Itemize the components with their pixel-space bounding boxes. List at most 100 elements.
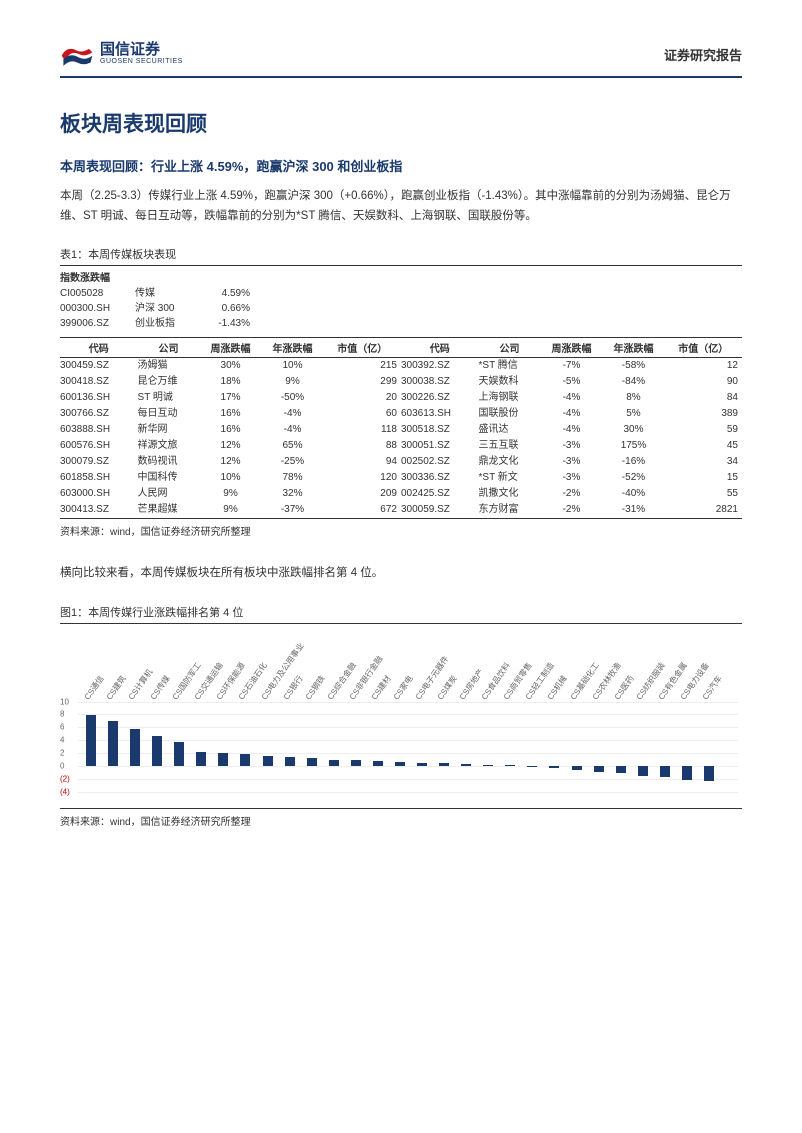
index-name: 沪深 300 (135, 301, 200, 316)
fig1-source: 资料来源：wind，国信证券经济研究所整理 (60, 813, 742, 828)
table-cell: *ST 腾信 (479, 358, 541, 375)
index-value: 0.66% (200, 301, 250, 316)
table-cell: 国联股份 (479, 406, 541, 422)
chart-bar (660, 766, 670, 778)
table-cell: 300459.SZ (60, 358, 138, 375)
table-cell: -16% (602, 454, 664, 470)
index-row: CI005028传媒4.59% (60, 286, 742, 301)
table-col-header: 市值（亿） (664, 338, 742, 358)
table-cell: -5% (541, 374, 603, 390)
table-cell: 16% (200, 422, 262, 438)
x-axis-label: CS通信 (82, 673, 107, 702)
table1-source: 资料来源：wind，国信证券经济研究所整理 (60, 523, 742, 538)
table-cell: 盛讯达 (479, 422, 541, 438)
y-axis-tick: 2 (60, 749, 64, 758)
table-col-header: 年涨跌幅 (602, 338, 664, 358)
table-cell: 118 (324, 422, 401, 438)
table-cell: 300766.SZ (60, 406, 138, 422)
logo-name-en: GUOSEN SECURITIES (100, 58, 183, 66)
table-cell: -40% (602, 486, 664, 502)
table-cell: 78% (262, 470, 324, 486)
chart-bar (439, 763, 449, 766)
table-cell: -7% (541, 358, 603, 375)
page-header: 国信证券 GUOSEN SECURITIES 证券研究报告 (60, 40, 742, 78)
table-cell: -31% (602, 502, 664, 519)
table-cell: -52% (602, 470, 664, 486)
table-cell: 20 (324, 390, 401, 406)
table-cell: -37% (262, 502, 324, 519)
table-cell: 300418.SZ (60, 374, 138, 390)
x-axis-label: CS钢铁 (303, 673, 328, 702)
table-cell: 601858.SH (60, 470, 138, 486)
table-cell: 5% (602, 406, 664, 422)
chart-bar (218, 753, 228, 766)
index-row: 000300.SH沪深 3000.66% (60, 301, 742, 316)
index-code: 399006.SZ (60, 316, 135, 331)
table-cell: -2% (541, 486, 603, 502)
y-axis-tick: 10 (60, 697, 69, 706)
chart-bar (704, 766, 714, 781)
table-cell: 12% (200, 454, 262, 470)
table-cell: 88 (324, 438, 401, 454)
table-row: 603888.SH新华网16%-4%118300518.SZ盛讯达-4%30%5… (60, 422, 742, 438)
table-cell: 芒果超媒 (138, 502, 200, 519)
chart-bar (152, 736, 162, 766)
table-cell: 002425.SZ (401, 486, 479, 502)
table-row: 300418.SZ昆仑万维18%9%299300038.SZ天娱数科-5%-84… (60, 374, 742, 390)
table-col-header: 市值（亿） (324, 338, 401, 358)
table-cell: 60 (324, 406, 401, 422)
table-cell: 12 (664, 358, 742, 375)
table-cell: 30% (602, 422, 664, 438)
x-axis-label: CS家电 (391, 673, 416, 702)
table-cell: ST 明诚 (138, 390, 200, 406)
page-title: 板块周表现回顾 (60, 108, 742, 138)
fig1-caption: 图1：本周传媒行业涨跌幅排名第 4 位 (60, 604, 742, 624)
table-row: 600136.SHST 明诚17%-50%20300226.SZ上海钢联-4%8… (60, 390, 742, 406)
table-cell: 600136.SH (60, 390, 138, 406)
logo-icon (60, 40, 94, 68)
y-axis-tick: (4) (60, 787, 70, 796)
table-cell: 鼎龙文化 (479, 454, 541, 470)
chart-bar (549, 766, 559, 769)
y-axis-tick: 6 (60, 723, 64, 732)
report-type: 证券研究报告 (664, 45, 742, 64)
table-cell: -4% (541, 390, 603, 406)
table-cell: 9% (262, 374, 324, 390)
index-heading: 指数涨跌幅 (60, 265, 742, 284)
table-cell: -3% (541, 438, 603, 454)
table-cell: 天娱数科 (479, 374, 541, 390)
table-cell: -50% (262, 390, 324, 406)
table-cell: 300226.SZ (401, 390, 479, 406)
table-cell: 祥源文旅 (138, 438, 200, 454)
table-cell: 603613.SH (401, 406, 479, 422)
chart-bar (307, 758, 317, 766)
table-col-header: 周涨跌幅 (200, 338, 262, 358)
chart-bar (373, 761, 383, 766)
table-cell: 94 (324, 454, 401, 470)
table-cell: 175% (602, 438, 664, 454)
table-cell: 45 (664, 438, 742, 454)
table-row: 600576.SH祥源文旅12%65%88300051.SZ三五互联-3%175… (60, 438, 742, 454)
table-cell: 300336.SZ (401, 470, 479, 486)
chart-bar (483, 765, 493, 766)
logo-name-cn: 国信证券 (100, 42, 183, 59)
index-value: -1.43% (200, 316, 250, 331)
chart-bar (461, 764, 471, 766)
index-code: CI005028 (60, 286, 135, 301)
chart-bar (263, 756, 273, 766)
chart-bar (285, 757, 295, 766)
stock-table: 代码公司周涨跌幅年涨跌幅市值（亿）代码公司周涨跌幅年涨跌幅市值（亿） 30045… (60, 337, 742, 519)
chart-bar (682, 766, 692, 780)
table-cell: -3% (541, 454, 603, 470)
chart-bar (616, 766, 626, 773)
table1-caption: 表1：本周传媒板块表现 (60, 246, 742, 262)
y-axis-tick: 4 (60, 736, 64, 745)
table-cell: 10% (200, 470, 262, 486)
table-cell: 东方财富 (479, 502, 541, 519)
table-cell: 人民网 (138, 486, 200, 502)
table-cell: 每日互动 (138, 406, 200, 422)
table-cell: 84 (664, 390, 742, 406)
table-cell: 299 (324, 374, 401, 390)
table-cell: 中国科传 (138, 470, 200, 486)
chart-bar (572, 766, 582, 770)
